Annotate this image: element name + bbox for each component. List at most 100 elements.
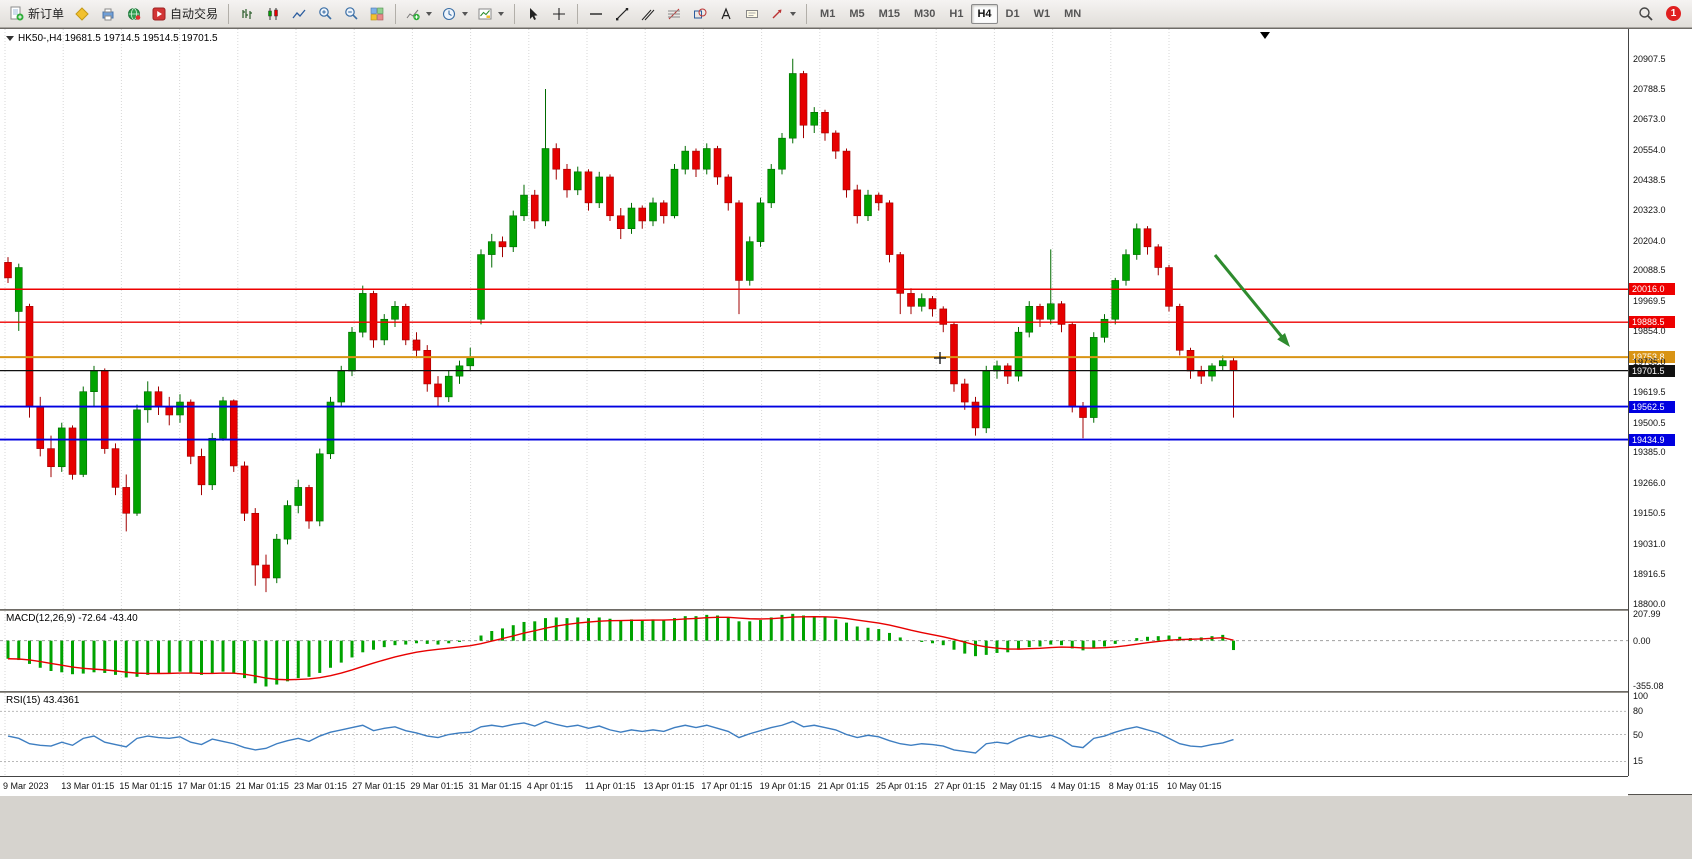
zoom-in-button[interactable] <box>313 3 337 25</box>
candle-bear <box>240 465 249 514</box>
price-tag-19888.5[interactable]: 19888.5 <box>1629 316 1675 329</box>
cross-marker-object[interactable] <box>934 352 946 364</box>
candle-bull <box>649 202 657 222</box>
horizontal-line-tool-button[interactable] <box>584 3 608 25</box>
candle-bear <box>229 400 238 467</box>
time-axis[interactable]: 9 Mar 2023 13 Mar 01:15 15 Mar 01:15 17 Mar… <box>0 776 1628 796</box>
candle-bull <box>520 194 528 217</box>
candle-bull <box>79 391 88 475</box>
y-axis-label: 20204.0 <box>1633 235 1666 246</box>
candle-bull <box>90 370 98 392</box>
candle-bull <box>1132 228 1141 255</box>
channel-tool-button[interactable] <box>636 3 660 25</box>
y-axis-label: 20438.5 <box>1633 174 1666 185</box>
chart-collapse-icon[interactable] <box>6 36 14 41</box>
candle-bull <box>864 194 872 217</box>
trendline-tool-button[interactable] <box>610 3 634 25</box>
line-chart-mode-button[interactable] <box>287 3 311 25</box>
x-axis-label: 13 Apr 01:15 <box>643 781 695 791</box>
rsi-axis-label: 15 <box>1633 756 1644 767</box>
candle-bear <box>1175 306 1184 351</box>
candle-bull <box>627 207 636 230</box>
macd-signal-line <box>7 615 1234 681</box>
x-axis-label: 21 Mar 01:15 <box>235 781 289 791</box>
panel-splitter[interactable] <box>0 609 1692 611</box>
arrows-tool-button[interactable] <box>766 3 800 25</box>
timeframe-m15[interactable]: M15 <box>873 4 906 24</box>
search-button[interactable] <box>1634 3 1658 25</box>
bar-chart-mode-button[interactable] <box>235 3 259 25</box>
candle-bear <box>122 487 131 514</box>
price-axis[interactable]: 20016.0 19888.5 19753.8 19701.5 19562.5 19434… <box>1628 29 1692 776</box>
cursor-button[interactable] <box>521 3 545 25</box>
toolbar: 新订单 自动交易 <box>0 0 1692 28</box>
timeframe-h1[interactable]: H1 <box>943 4 969 24</box>
y-axis-label: 18800.0 <box>1633 598 1666 609</box>
tile-windows-button[interactable] <box>365 3 389 25</box>
rsi-panel-canvas[interactable] <box>0 693 1628 776</box>
zoom-out-button[interactable] <box>339 3 363 25</box>
shapes-tool-button[interactable] <box>688 3 712 25</box>
candle-bull <box>326 401 335 455</box>
templates-button[interactable] <box>474 3 508 25</box>
candle-bear <box>960 383 969 403</box>
macd-panel-canvas[interactable] <box>0 611 1628 691</box>
crosshair-button[interactable] <box>547 3 571 25</box>
candle-bear <box>1154 246 1163 268</box>
timeframe-m1[interactable]: M1 <box>814 4 841 24</box>
candle-bear <box>971 401 980 429</box>
print-button[interactable] <box>96 3 120 25</box>
price-tag-19701.5[interactable]: 19701.5 <box>1629 364 1675 377</box>
text-tool-button[interactable] <box>714 3 738 25</box>
candle-bull <box>1218 360 1227 367</box>
auto-trading-button[interactable]: 自动交易 <box>148 3 222 25</box>
timeframe-m30[interactable]: M30 <box>908 4 941 24</box>
chart-shift-marker[interactable] <box>1260 32 1270 39</box>
notification-badge[interactable]: 1 <box>1666 6 1681 21</box>
candle-bear <box>1229 360 1238 371</box>
candle-bull <box>358 293 367 333</box>
x-axis-label: 4 May 01:15 <box>1050 781 1101 791</box>
clock-icon <box>442 7 456 20</box>
candlestick-mode-button[interactable] <box>261 3 285 25</box>
y-axis-label: 19969.5 <box>1633 296 1666 307</box>
community-button[interactable] <box>122 3 146 25</box>
equidistant-channel-icon <box>641 9 655 20</box>
candle-bull <box>1122 254 1130 281</box>
new-order-button[interactable]: 新订单 <box>5 3 68 25</box>
timeframe-h4[interactable]: H4 <box>971 3 998 24</box>
price-tag-19562.5[interactable]: 19562.5 <box>1629 400 1675 413</box>
indicators-button[interactable] <box>402 3 436 25</box>
crosshair-icon <box>553 7 566 20</box>
price-tag-20016.0[interactable]: 20016.0 <box>1629 283 1675 296</box>
trend-arrow-line[interactable] <box>1213 254 1284 338</box>
candle-bull <box>477 254 485 320</box>
text-label-tool-button[interactable] <box>740 3 764 25</box>
price-chart-canvas[interactable] <box>0 29 1628 609</box>
candle-bear <box>874 194 883 204</box>
rsi-axis-label: 80 <box>1633 706 1644 717</box>
metaeditor-button[interactable] <box>70 3 94 25</box>
panel-splitter[interactable] <box>0 691 1692 693</box>
candle-bear <box>251 512 260 566</box>
chevron-down-icon <box>426 11 433 16</box>
timeframe-m5[interactable]: M5 <box>843 4 870 24</box>
candle-bull <box>670 168 679 217</box>
x-axis-label: 15 Mar 01:15 <box>119 781 173 791</box>
price-tag-19753.8[interactable]: 19753.8 <box>1629 351 1675 364</box>
timeframe-d1[interactable]: D1 <box>1000 4 1026 24</box>
periods-button[interactable] <box>438 3 472 25</box>
candle-bull <box>143 391 152 411</box>
price-tag-19434.9[interactable]: 19434.9 <box>1629 433 1675 446</box>
candle-bull <box>1046 303 1055 320</box>
timeframe-w1[interactable]: W1 <box>1028 4 1057 24</box>
candle-bear <box>1068 324 1077 408</box>
timeframe-mn[interactable]: MN <box>1058 4 1087 24</box>
trend-arrow-head[interactable] <box>1277 333 1290 347</box>
fibonacci-tool-button[interactable] <box>662 3 686 25</box>
candle-bull <box>272 538 281 579</box>
arrow-object-icon <box>772 9 782 18</box>
x-axis-label: 27 Apr 01:15 <box>934 781 986 791</box>
candle-bear <box>47 448 55 468</box>
x-axis-label: 31 Mar 01:15 <box>468 781 522 791</box>
